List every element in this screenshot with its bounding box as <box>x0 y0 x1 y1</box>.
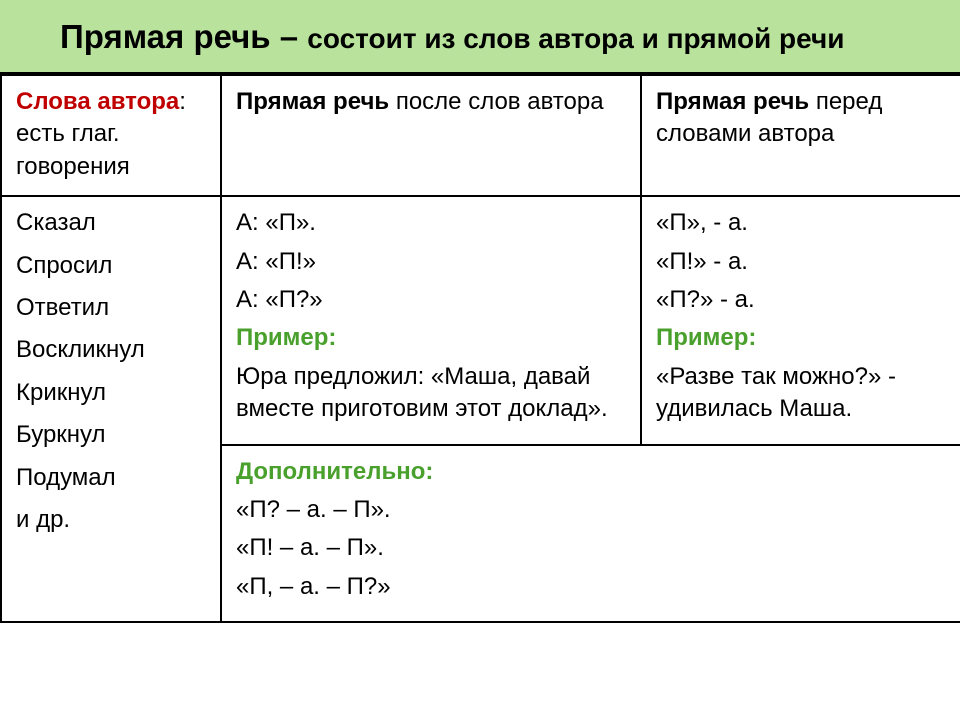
word-item: Подумал <box>16 462 206 494</box>
title-box: Прямая речь – состоит из слов автора и п… <box>0 0 960 74</box>
word-item: Буркнул <box>16 419 206 451</box>
pattern-line: «П?» - а. <box>656 284 946 316</box>
additional-cell: Дополнительно: «П? – а. – П». «П! – а. –… <box>221 445 960 623</box>
main-table: Слова автора: есть глаг. говорения Пряма… <box>0 74 960 623</box>
header-col1: Слова автора: есть глаг. говорения <box>1 75 221 196</box>
after-cell: А: «П». А: «П!» А: «П?» Пример: Юра пред… <box>221 196 641 444</box>
header-col3: Прямая речь перед словами автора <box>641 75 960 196</box>
pattern-line: А: «П?» <box>236 284 626 316</box>
example-text: Юра предложил: «Маша, давай вместе приго… <box>236 361 626 426</box>
header-col1-red: Слова автора <box>16 88 179 115</box>
header-col2-bold: Прямая речь <box>236 88 389 115</box>
example-label: Пример: <box>656 322 946 354</box>
pattern-line: А: «П!» <box>236 246 626 278</box>
additional-label: Дополнительно: <box>236 456 946 488</box>
pattern-line: А: «П». <box>236 207 626 239</box>
pattern-line: «П, – а. – П?» <box>236 571 946 603</box>
before-cell: «П», - а. «П!» - а. «П?» - а. Пример: «Р… <box>641 196 960 444</box>
example-label: Пример: <box>236 322 626 354</box>
word-item: и др. <box>16 504 206 536</box>
word-item: Спросил <box>16 250 206 282</box>
content-row: Сказал Спросил Ответил Воскликнул Крикну… <box>1 196 960 444</box>
pattern-line: «П!» - а. <box>656 246 946 278</box>
pattern-line: «П», - а. <box>656 207 946 239</box>
word-item: Крикнул <box>16 377 206 409</box>
header-col3-bold: Прямая речь <box>656 88 809 115</box>
word-list-cell: Сказал Спросил Ответил Воскликнул Крикну… <box>1 196 221 622</box>
word-item: Сказал <box>16 207 206 239</box>
header-col2: Прямая речь после слов автора <box>221 75 641 196</box>
header-col2-rest: после слов автора <box>389 88 603 115</box>
title-sub: состоит из слов автора и прямой речи <box>307 23 844 54</box>
word-item: Воскликнул <box>16 334 206 366</box>
word-item: Ответил <box>16 292 206 324</box>
header-row: Слова автора: есть глаг. говорения Пряма… <box>1 75 960 196</box>
pattern-line: «П? – а. – П». <box>236 494 946 526</box>
slide: Прямая речь – состоит из слов автора и п… <box>0 0 960 720</box>
title-main: Прямая речь – <box>60 18 307 55</box>
pattern-line: «П! – а. – П». <box>236 532 946 564</box>
example-text: «Разве так можно?» - удивилась Маша. <box>656 361 946 426</box>
